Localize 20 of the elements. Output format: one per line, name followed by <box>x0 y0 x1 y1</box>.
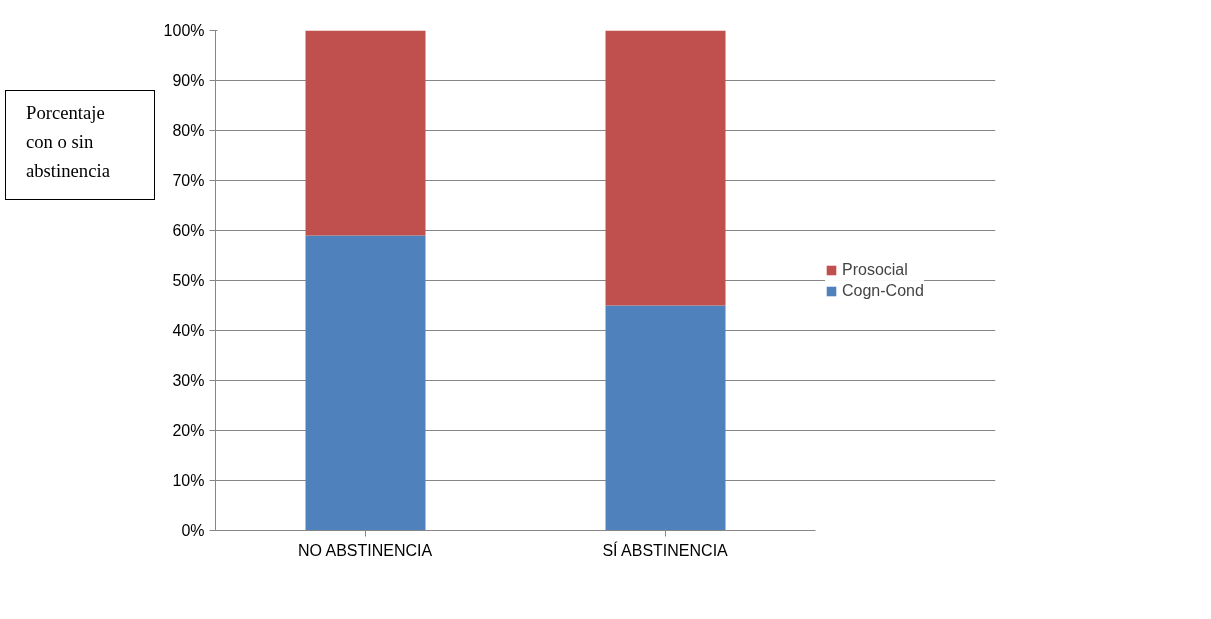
y-tick-label: 20% <box>172 422 205 439</box>
y-tick-label: 60% <box>172 222 205 239</box>
y-tick-label: 30% <box>172 372 205 389</box>
legend-label: Prosocial <box>842 261 908 279</box>
y-tick-label: 10% <box>172 472 205 489</box>
bar <box>305 30 426 236</box>
y-tick-label: 70% <box>172 172 205 189</box>
legend-label: Cogn-Cond <box>842 282 924 300</box>
y-tick-label: 50% <box>172 272 205 289</box>
y-tick-label: 80% <box>172 122 205 139</box>
y-tick-label: 0% <box>181 522 205 539</box>
y-tick-label: 40% <box>172 322 205 339</box>
x-tick-label: NO ABSTINENCIA <box>297 541 433 559</box>
y-tick-label: 100% <box>163 22 205 39</box>
bar <box>605 30 726 306</box>
y-axis-title: Porcentaje con o sin abstinencia <box>26 101 111 183</box>
bar <box>605 305 726 531</box>
bar <box>305 235 426 531</box>
y-tick-label: 90% <box>172 72 205 89</box>
x-tick-label: SÍ ABSTINENCIA <box>602 540 729 559</box>
